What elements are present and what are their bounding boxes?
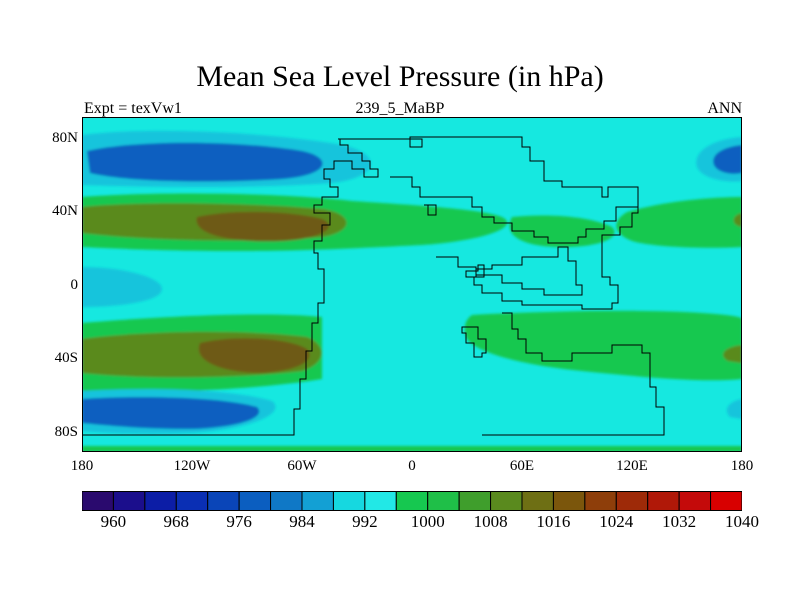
colorbar bbox=[82, 491, 742, 511]
coastline-north bbox=[338, 136, 639, 244]
colorbar-label: 1024 bbox=[599, 512, 634, 531]
colorbar-cell bbox=[521, 491, 554, 511]
lon-tick-180e: 180 bbox=[730, 458, 754, 474]
colorbar-cell bbox=[364, 491, 397, 511]
pressure-contours bbox=[82, 130, 742, 452]
lon-tick-180w: 180 bbox=[70, 458, 94, 474]
colorbar-cell bbox=[207, 491, 240, 511]
contour-ne-low-core bbox=[713, 145, 742, 174]
lon-tick-60w: 60W bbox=[287, 458, 317, 474]
contour-equator-lobe bbox=[82, 267, 162, 307]
colorbar-label: 992 bbox=[352, 512, 378, 531]
period-label: 239_5_MaBP bbox=[355, 100, 445, 117]
colorbar-cell bbox=[238, 491, 272, 511]
colorbar-label: 960 bbox=[100, 512, 127, 531]
contour-north-high-east bbox=[509, 215, 615, 247]
colorbar-label: 984 bbox=[289, 512, 315, 531]
colorbar-label: 1040 bbox=[725, 512, 759, 531]
colorbar-label: 1000 bbox=[410, 512, 445, 531]
colorbar-cell bbox=[395, 491, 429, 511]
lon-tick-120e: 120E bbox=[616, 458, 648, 474]
colorbar-label: 976 bbox=[226, 512, 252, 531]
lat-tick-0: 0 bbox=[70, 277, 79, 293]
experiment-label: Expt = texVw1 bbox=[84, 100, 182, 117]
colorbar-label: 968 bbox=[163, 512, 190, 531]
lon-tick-120w: 120W bbox=[173, 458, 211, 474]
colorbar-cell bbox=[82, 491, 114, 511]
colorbar-cells bbox=[82, 491, 742, 511]
colorbar-label: 1016 bbox=[536, 512, 571, 531]
lat-tick-40s: 40S bbox=[54, 350, 78, 366]
colorbar-cell bbox=[552, 491, 586, 511]
contour-south-edge bbox=[82, 446, 742, 452]
coastline-south-east bbox=[482, 312, 665, 436]
lat-tick-40n: 40N bbox=[52, 203, 78, 219]
contour-north-high-far-east bbox=[616, 197, 742, 248]
colorbar-cell bbox=[270, 491, 303, 511]
colorbar-label: 1032 bbox=[662, 512, 697, 531]
contour-south-low-core bbox=[82, 397, 260, 429]
colorbar-cell bbox=[427, 491, 460, 511]
colorbar-cell bbox=[175, 491, 209, 511]
coastline-central bbox=[424, 204, 437, 216]
colorbar-cell bbox=[647, 491, 680, 511]
contour-south-core bbox=[198, 338, 310, 373]
colorbar-cell bbox=[301, 491, 334, 511]
colorbar-cell bbox=[490, 491, 523, 511]
colorbar-cell bbox=[615, 491, 649, 511]
contour-south-high-east bbox=[464, 310, 742, 381]
colorbar-cell bbox=[584, 491, 617, 511]
colorbar-cell bbox=[112, 491, 146, 511]
coastline-west bbox=[82, 139, 379, 436]
colorbar-cell bbox=[710, 491, 742, 511]
contour-north-low-core bbox=[87, 142, 323, 182]
coastline-east-loop bbox=[436, 187, 639, 310]
contour-east-olive-edge bbox=[733, 213, 742, 227]
contour-se-low bbox=[726, 399, 742, 419]
colorbar-cell bbox=[332, 491, 366, 511]
chart-title: Mean Sea Level Pressure (in hPa) bbox=[196, 60, 604, 93]
colorbar-cell bbox=[144, 491, 177, 511]
lon-tick-60e: 60E bbox=[509, 458, 535, 474]
season-label: ANN bbox=[707, 100, 742, 117]
colorbar-cell bbox=[458, 491, 492, 511]
colorbar-cell bbox=[678, 491, 712, 511]
map-border bbox=[82, 117, 742, 452]
lat-tick-80n: 80N bbox=[52, 130, 78, 146]
lon-tick-0: 0 bbox=[408, 458, 416, 474]
contour-north-high-core bbox=[196, 211, 329, 242]
continent-outlines bbox=[82, 136, 665, 436]
contour-south-east-olive bbox=[723, 345, 742, 363]
colorbar-label: 1008 bbox=[473, 512, 508, 531]
lat-tick-80s: 80S bbox=[54, 424, 78, 440]
coastline-south-west-isl bbox=[461, 326, 487, 358]
pressure-map bbox=[82, 117, 742, 452]
